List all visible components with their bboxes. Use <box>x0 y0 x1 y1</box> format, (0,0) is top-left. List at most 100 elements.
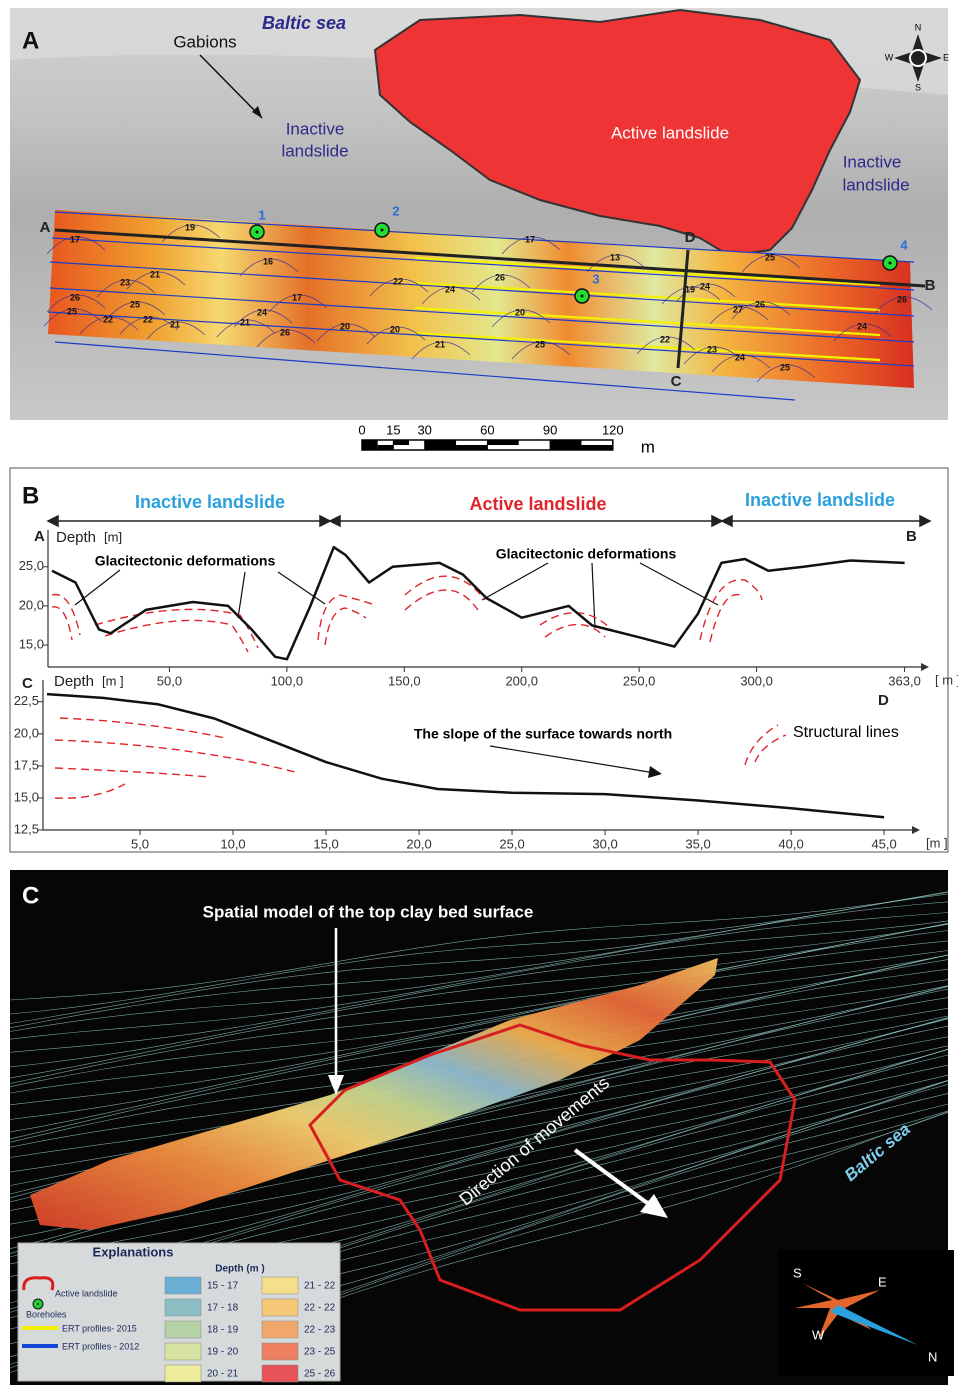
annotation: Glacitectonic deformations <box>496 546 677 562</box>
compass-letter: N <box>928 1349 937 1364</box>
legend-swatch <box>262 1277 298 1294</box>
legend-label: 15 - 17 <box>207 1281 239 1292</box>
legend-label: 17 - 18 <box>207 1303 239 1314</box>
legend-label: Structural lines <box>793 724 899 741</box>
y-tick-label: 22,5 <box>14 693 39 708</box>
profile-end: A <box>34 528 45 545</box>
legend-swatch <box>165 1343 201 1360</box>
contour-label: 26 <box>755 299 765 309</box>
legend-swatch <box>262 1299 298 1316</box>
contour-label: 22 <box>393 276 403 286</box>
legend-label: 25 - 26 <box>304 1369 336 1380</box>
legend-label: ERT profiles - 2012 <box>62 1341 139 1351</box>
y-tick-label: 25,0 <box>19 558 44 573</box>
gabions-label: Gabions <box>173 32 236 51</box>
legend-title: Explanations <box>93 1244 174 1259</box>
legend-swatch <box>262 1321 298 1338</box>
y-axis-label: Depth <box>56 529 96 546</box>
contour-label: 23 <box>707 344 717 354</box>
contour-label: 17 <box>70 234 80 244</box>
legend-swatch <box>165 1321 201 1338</box>
x-tick-label: 45,0 <box>871 836 896 851</box>
contour-label: 17 <box>292 292 302 302</box>
contour-label: 20 <box>515 307 525 317</box>
profile-end: D <box>878 692 889 709</box>
contour-label: 24 <box>735 352 745 362</box>
legend-swatch <box>262 1343 298 1360</box>
x-tick-label: 10,0 <box>220 836 245 851</box>
contour-label: 21 <box>170 319 180 329</box>
contour-label: 21 <box>150 269 160 279</box>
contour-label: 20 <box>340 321 350 331</box>
legend-label: 23 - 25 <box>304 1347 336 1358</box>
annotation: The slope of the surface towards north <box>414 726 672 742</box>
legend-icon <box>37 1303 39 1305</box>
panel-a: 1719212326252222252116172421262020222426… <box>10 8 949 456</box>
contour-label: 21 <box>240 317 250 327</box>
scale-bar: 015306090120m <box>358 422 655 456</box>
scale-segment <box>487 440 518 445</box>
x-tick-label: 363,0 <box>888 673 921 688</box>
borehole-center <box>381 229 384 232</box>
compass-letter: W <box>812 1327 825 1342</box>
legend-label: 20 - 21 <box>207 1369 239 1380</box>
scale-label: 0 <box>358 422 365 437</box>
x-tick-label: 30,0 <box>592 836 617 851</box>
legend: Explanations Depth (m ) Active landslide… <box>18 1243 340 1382</box>
x-tick-label: 250,0 <box>623 673 656 688</box>
compass-letter: N <box>915 22 922 32</box>
x-tick-label: 25,0 <box>499 836 524 851</box>
contour-label: 23 <box>120 277 130 287</box>
x-tick-label: 100,0 <box>271 673 304 688</box>
contour-label: 24 <box>257 307 267 317</box>
legend-subtitle: Depth (m ) <box>215 1264 264 1275</box>
y-tick-label: 15,0 <box>14 789 39 804</box>
contour-label: 27 <box>733 304 743 314</box>
contour-label: 17 <box>525 234 535 244</box>
scale-segment <box>393 440 409 445</box>
x-tick-label: 200,0 <box>505 673 538 688</box>
legend-swatch <box>165 1365 201 1382</box>
compass-letter: E <box>943 52 949 62</box>
borehole-center <box>256 231 259 234</box>
x-tick-label: 40,0 <box>778 836 803 851</box>
y-tick-label: 20,0 <box>19 597 44 612</box>
section-end-label: D <box>685 229 696 246</box>
section-label: Inactive landslide <box>745 490 895 510</box>
legend-swatch <box>262 1365 298 1382</box>
compass-letter: S <box>793 1265 802 1280</box>
contour-label: 26 <box>280 327 290 337</box>
contour-label: 25 <box>765 252 775 262</box>
contour-label: 24 <box>445 284 455 294</box>
page: { "panel_a": { "label": "A", "sea": "Bal… <box>0 0 958 1385</box>
x-tick-label: 5,0 <box>131 836 149 851</box>
panel-label: A <box>22 27 39 54</box>
active-label: Active landslide <box>611 123 729 142</box>
legend-label: 18 - 19 <box>207 1325 239 1336</box>
panel-label: B <box>22 482 39 509</box>
scale-segment <box>425 440 456 450</box>
annotation: Glacitectonic deformations <box>95 553 276 569</box>
contour-label: 16 <box>263 256 273 266</box>
section-label: Inactive landslide <box>135 492 285 512</box>
y-tick-label: 12,5 <box>14 821 39 836</box>
y-tick-label: 20,0 <box>14 725 39 740</box>
scale-segment <box>456 445 487 450</box>
contour-label: 20 <box>390 324 400 334</box>
scale-segment <box>581 445 612 450</box>
section-end-label: A <box>40 219 51 236</box>
panel-c: C Spatial model of the top clay bed surf… <box>10 870 954 1385</box>
inactive-label: Inactive <box>286 119 345 138</box>
x-tick-label: 150,0 <box>388 673 421 688</box>
contour-label: 24 <box>700 281 710 291</box>
profile-end: C <box>22 675 33 692</box>
annotation: Spatial model of the top clay bed surfac… <box>203 902 534 921</box>
inactive-label: Inactive <box>843 152 902 171</box>
legend-label: Boreholes <box>26 1309 67 1319</box>
legend-label: 22 - 22 <box>304 1303 336 1314</box>
legend-label: ERT profiles- 2015 <box>62 1323 137 1333</box>
contour-label: 26 <box>897 294 907 304</box>
sea-label: Baltic sea <box>262 13 346 33</box>
compass: S E W N <box>778 1250 954 1376</box>
contour-label: 22 <box>660 334 670 344</box>
